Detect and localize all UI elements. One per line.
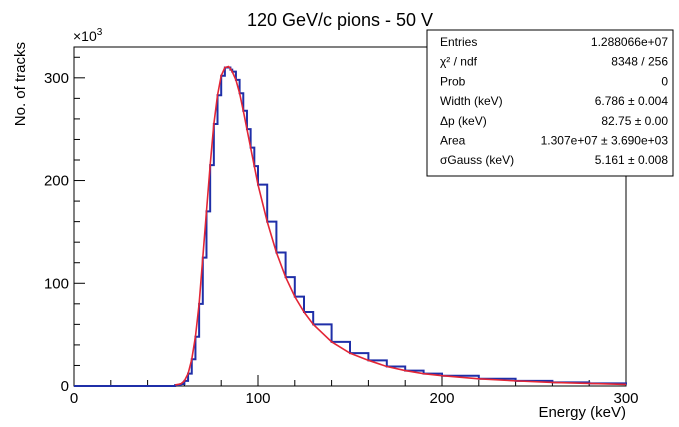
stats-label: Width (keV): [440, 94, 503, 108]
stats-label: χ² / ndf: [440, 55, 478, 69]
y-multiplier-base: ×10: [73, 28, 97, 44]
stats-value: 6.786 ± 0.004: [595, 94, 669, 108]
x-tick-label: 200: [429, 390, 454, 407]
y-tick-label: 300: [44, 70, 69, 87]
stats-label: σGauss (keV): [440, 153, 514, 167]
stats-rows: Entries 1.288066e+07 χ² / ndf 8348 / 256 Pro…: [440, 35, 668, 167]
y-tick-label: 200: [44, 173, 69, 190]
stats-value: 0: [661, 74, 668, 88]
stats-value: 5.161 ± 0.008: [595, 153, 669, 167]
fit-curve: [175, 65, 627, 386]
stats-value: 82.75 ± 0.00: [601, 114, 668, 128]
stats-box-frame: [426, 29, 674, 177]
stats-label: Δp (keV): [440, 114, 487, 128]
stats-label: Area: [440, 134, 466, 148]
plot-frame: [73, 46, 627, 387]
y-axis-label: No. of tracks: [12, 42, 29, 126]
y-multiplier-label: ×103: [73, 27, 103, 44]
x-tick-label: 300: [613, 390, 638, 407]
series-layer: [74, 65, 627, 387]
stats-value: 8348 / 256: [611, 55, 668, 69]
stats-label: Entries: [440, 35, 477, 49]
x-axis-label: Energy (keV): [538, 404, 626, 421]
stats-box: Entries 1.288066e+07 χ² / ndf 8348 / 256 Pro…: [426, 29, 674, 177]
stats-value: 1.288066e+07: [591, 35, 668, 49]
stats-label: Prob: [440, 74, 466, 88]
y-tick-label: 0: [61, 378, 69, 395]
x-tick-label: 100: [245, 390, 270, 407]
stats-value: 1.307e+07 ± 3.690e+03: [541, 134, 669, 148]
y-multiplier-exponent: 3: [97, 27, 103, 38]
x-tick-label: 0: [70, 390, 78, 407]
y-tick-label: 100: [44, 275, 69, 292]
chart-title: 120 GeV/c pions - 50 V: [247, 10, 433, 30]
